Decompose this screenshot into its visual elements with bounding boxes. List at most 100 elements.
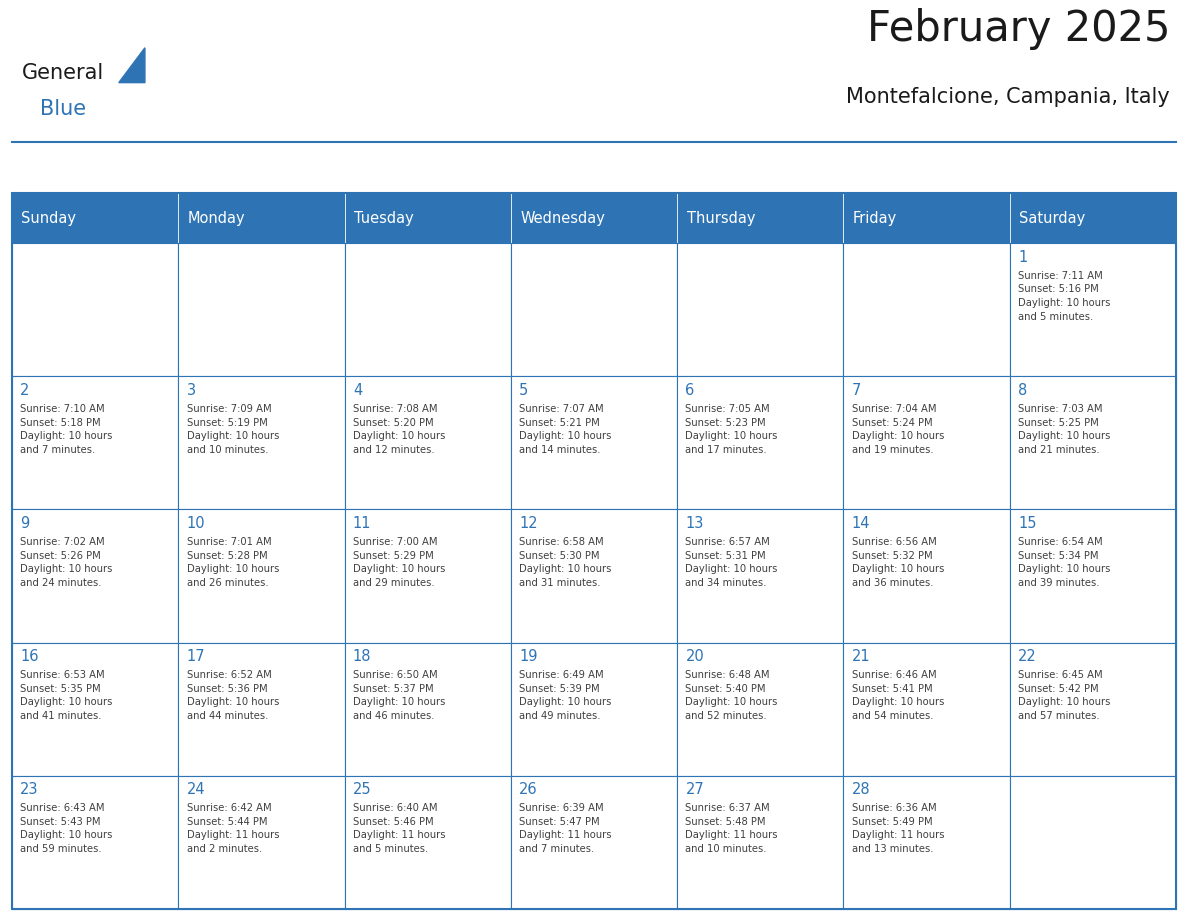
Text: Thursday: Thursday [687, 210, 756, 226]
Bar [511, 193, 677, 243]
Text: 2: 2 [20, 383, 30, 397]
Text: 19: 19 [519, 649, 538, 664]
Text: 17: 17 [187, 649, 206, 664]
Bar [677, 193, 843, 243]
Bar [178, 776, 345, 909]
Text: 14: 14 [852, 516, 871, 531]
Text: Sunrise: 7:03 AM
Sunset: 5:25 PM
Daylight: 10 hours
and 21 minutes.: Sunrise: 7:03 AM Sunset: 5:25 PM Dayligh… [1018, 404, 1111, 454]
Text: Sunrise: 6:48 AM
Sunset: 5:40 PM
Daylight: 10 hours
and 52 minutes.: Sunrise: 6:48 AM Sunset: 5:40 PM Dayligh… [685, 670, 778, 721]
Text: 9: 9 [20, 516, 30, 531]
Bar [843, 509, 1010, 643]
Text: Sunrise: 6:39 AM
Sunset: 5:47 PM
Daylight: 11 hours
and 7 minutes.: Sunrise: 6:39 AM Sunset: 5:47 PM Dayligh… [519, 803, 612, 854]
Bar [511, 643, 677, 776]
Bar [1010, 776, 1176, 909]
Bar [843, 776, 1010, 909]
Bar [677, 243, 843, 376]
Bar [12, 243, 178, 376]
Text: Sunrise: 7:10 AM
Sunset: 5:18 PM
Daylight: 10 hours
and 7 minutes.: Sunrise: 7:10 AM Sunset: 5:18 PM Dayligh… [20, 404, 113, 454]
Text: February 2025: February 2025 [867, 8, 1170, 50]
Bar [178, 376, 345, 509]
Bar [1010, 243, 1176, 376]
Text: Sunday: Sunday [21, 210, 76, 226]
Text: 21: 21 [852, 649, 871, 664]
Bar [1010, 643, 1176, 776]
Text: 22: 22 [1018, 649, 1037, 664]
Bar [12, 643, 178, 776]
Text: Sunrise: 6:56 AM
Sunset: 5:32 PM
Daylight: 10 hours
and 36 minutes.: Sunrise: 6:56 AM Sunset: 5:32 PM Dayligh… [852, 537, 944, 588]
Text: Sunrise: 7:05 AM
Sunset: 5:23 PM
Daylight: 10 hours
and 17 minutes.: Sunrise: 7:05 AM Sunset: 5:23 PM Dayligh… [685, 404, 778, 454]
Text: Sunrise: 6:45 AM
Sunset: 5:42 PM
Daylight: 10 hours
and 57 minutes.: Sunrise: 6:45 AM Sunset: 5:42 PM Dayligh… [1018, 670, 1111, 721]
Bar [843, 643, 1010, 776]
Text: Sunrise: 6:40 AM
Sunset: 5:46 PM
Daylight: 11 hours
and 5 minutes.: Sunrise: 6:40 AM Sunset: 5:46 PM Dayligh… [353, 803, 446, 854]
Bar [677, 776, 843, 909]
Text: Sunrise: 6:49 AM
Sunset: 5:39 PM
Daylight: 10 hours
and 49 minutes.: Sunrise: 6:49 AM Sunset: 5:39 PM Dayligh… [519, 670, 612, 721]
Bar [178, 193, 345, 243]
Bar [1010, 376, 1176, 509]
Bar [12, 776, 178, 909]
Text: Sunrise: 7:11 AM
Sunset: 5:16 PM
Daylight: 10 hours
and 5 minutes.: Sunrise: 7:11 AM Sunset: 5:16 PM Dayligh… [1018, 271, 1111, 321]
Text: 5: 5 [519, 383, 529, 397]
Text: Sunrise: 6:42 AM
Sunset: 5:44 PM
Daylight: 11 hours
and 2 minutes.: Sunrise: 6:42 AM Sunset: 5:44 PM Dayligh… [187, 803, 279, 854]
Text: Sunrise: 7:07 AM
Sunset: 5:21 PM
Daylight: 10 hours
and 14 minutes.: Sunrise: 7:07 AM Sunset: 5:21 PM Dayligh… [519, 404, 612, 454]
Text: Sunrise: 6:50 AM
Sunset: 5:37 PM
Daylight: 10 hours
and 46 minutes.: Sunrise: 6:50 AM Sunset: 5:37 PM Dayligh… [353, 670, 446, 721]
Text: 26: 26 [519, 782, 538, 797]
Bar [12, 509, 178, 643]
Bar [12, 376, 178, 509]
Text: Sunrise: 6:52 AM
Sunset: 5:36 PM
Daylight: 10 hours
and 44 minutes.: Sunrise: 6:52 AM Sunset: 5:36 PM Dayligh… [187, 670, 279, 721]
Bar [843, 243, 1010, 376]
Text: 3: 3 [187, 383, 196, 397]
Bar [345, 509, 511, 643]
Text: 8: 8 [1018, 383, 1028, 397]
Text: 7: 7 [852, 383, 861, 397]
Bar [345, 376, 511, 509]
Text: Sunrise: 7:01 AM
Sunset: 5:28 PM
Daylight: 10 hours
and 26 minutes.: Sunrise: 7:01 AM Sunset: 5:28 PM Dayligh… [187, 537, 279, 588]
Text: 18: 18 [353, 649, 372, 664]
Text: 25: 25 [353, 782, 372, 797]
Text: Sunrise: 6:58 AM
Sunset: 5:30 PM
Daylight: 10 hours
and 31 minutes.: Sunrise: 6:58 AM Sunset: 5:30 PM Dayligh… [519, 537, 612, 588]
Text: General: General [21, 62, 103, 83]
Bar [511, 776, 677, 909]
Bar [345, 193, 511, 243]
Bar [677, 376, 843, 509]
Text: Sunrise: 6:54 AM
Sunset: 5:34 PM
Daylight: 10 hours
and 39 minutes.: Sunrise: 6:54 AM Sunset: 5:34 PM Dayligh… [1018, 537, 1111, 588]
Text: 10: 10 [187, 516, 206, 531]
Bar [511, 243, 677, 376]
Bar [345, 776, 511, 909]
Bar [345, 243, 511, 376]
Text: Sunrise: 7:00 AM
Sunset: 5:29 PM
Daylight: 10 hours
and 29 minutes.: Sunrise: 7:00 AM Sunset: 5:29 PM Dayligh… [353, 537, 446, 588]
Text: Tuesday: Tuesday [354, 210, 413, 226]
Text: 28: 28 [852, 782, 871, 797]
Text: 15: 15 [1018, 516, 1037, 531]
Text: Wednesday: Wednesday [520, 210, 605, 226]
Bar [511, 509, 677, 643]
Text: Sunrise: 6:36 AM
Sunset: 5:49 PM
Daylight: 11 hours
and 13 minutes.: Sunrise: 6:36 AM Sunset: 5:49 PM Dayligh… [852, 803, 944, 854]
Text: 11: 11 [353, 516, 372, 531]
Text: 27: 27 [685, 782, 704, 797]
Bar [1010, 509, 1176, 643]
Text: Sunrise: 7:09 AM
Sunset: 5:19 PM
Daylight: 10 hours
and 10 minutes.: Sunrise: 7:09 AM Sunset: 5:19 PM Dayligh… [187, 404, 279, 454]
Bar [178, 243, 345, 376]
Bar [178, 509, 345, 643]
Text: 16: 16 [20, 649, 39, 664]
Text: Sunrise: 6:53 AM
Sunset: 5:35 PM
Daylight: 10 hours
and 41 minutes.: Sunrise: 6:53 AM Sunset: 5:35 PM Dayligh… [20, 670, 113, 721]
Bar [12, 193, 178, 243]
Text: Saturday: Saturday [1019, 210, 1086, 226]
Bar [1010, 193, 1176, 243]
Text: 24: 24 [187, 782, 206, 797]
Text: Sunrise: 6:43 AM
Sunset: 5:43 PM
Daylight: 10 hours
and 59 minutes.: Sunrise: 6:43 AM Sunset: 5:43 PM Dayligh… [20, 803, 113, 854]
Text: Sunrise: 7:08 AM
Sunset: 5:20 PM
Daylight: 10 hours
and 12 minutes.: Sunrise: 7:08 AM Sunset: 5:20 PM Dayligh… [353, 404, 446, 454]
Text: Sunrise: 7:04 AM
Sunset: 5:24 PM
Daylight: 10 hours
and 19 minutes.: Sunrise: 7:04 AM Sunset: 5:24 PM Dayligh… [852, 404, 944, 454]
Text: Sunrise: 6:37 AM
Sunset: 5:48 PM
Daylight: 11 hours
and 10 minutes.: Sunrise: 6:37 AM Sunset: 5:48 PM Dayligh… [685, 803, 778, 854]
Bar [843, 376, 1010, 509]
Text: Montefalcione, Campania, Italy: Montefalcione, Campania, Italy [846, 87, 1170, 107]
Text: 6: 6 [685, 383, 695, 397]
Text: 1: 1 [1018, 250, 1028, 264]
Bar [511, 376, 677, 509]
Bar [677, 643, 843, 776]
Text: 13: 13 [685, 516, 703, 531]
Bar [345, 643, 511, 776]
Text: 20: 20 [685, 649, 704, 664]
Text: Friday: Friday [853, 210, 897, 226]
Text: Sunrise: 6:46 AM
Sunset: 5:41 PM
Daylight: 10 hours
and 54 minutes.: Sunrise: 6:46 AM Sunset: 5:41 PM Dayligh… [852, 670, 944, 721]
Text: Sunrise: 7:02 AM
Sunset: 5:26 PM
Daylight: 10 hours
and 24 minutes.: Sunrise: 7:02 AM Sunset: 5:26 PM Dayligh… [20, 537, 113, 588]
